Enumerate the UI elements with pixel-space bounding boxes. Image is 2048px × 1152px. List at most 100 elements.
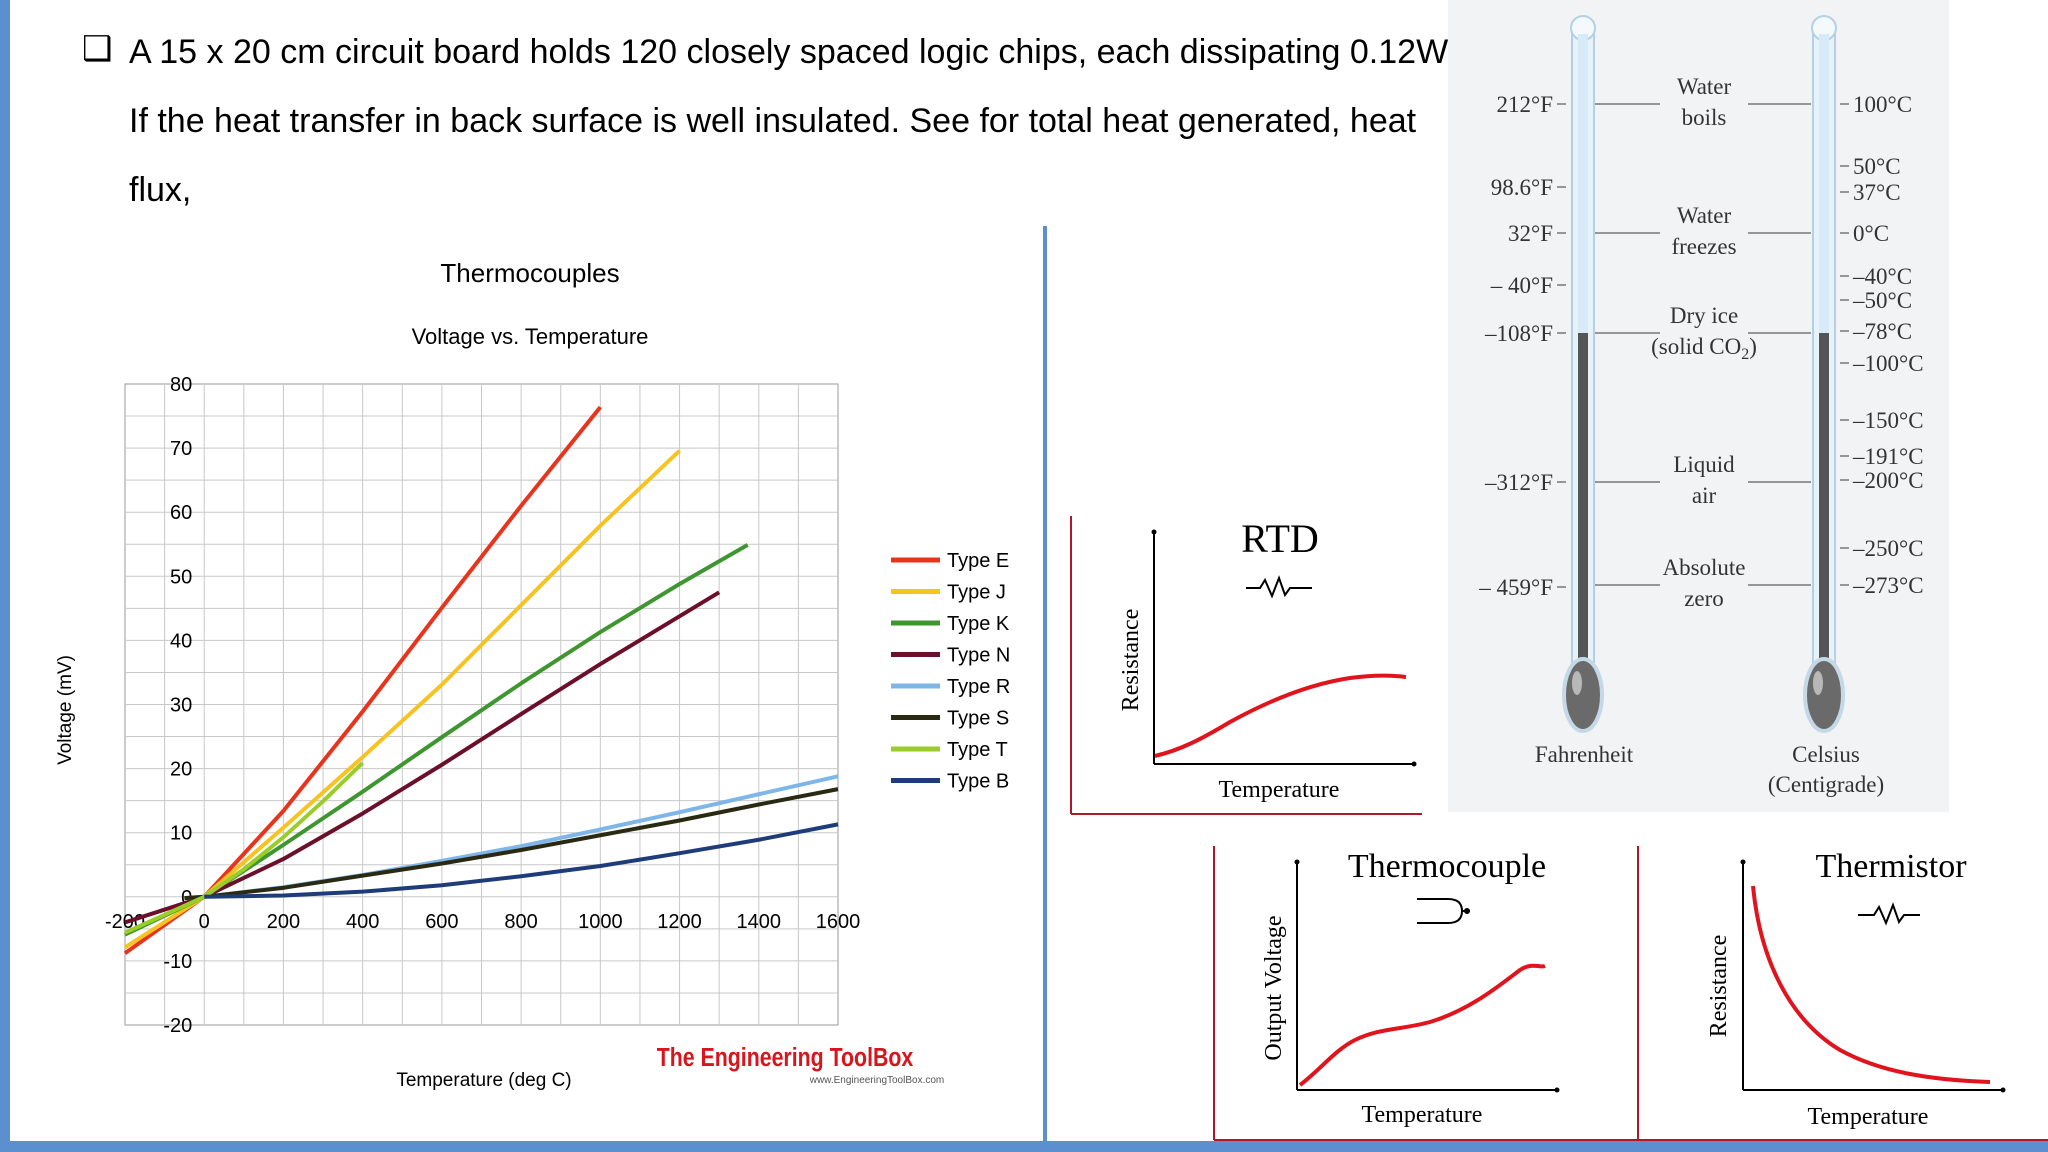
watermark-logo: The Engineering ToolBox — [657, 1043, 914, 1073]
fahrenheit-label: Fahrenheit — [1535, 742, 1634, 767]
chart-legend: Type E Type J Type K Type N Type R Type S Type… — [891, 550, 1010, 793]
chart-lines — [123, 405, 839, 955]
y-axis-label: Voltage (mV) — [55, 655, 76, 765]
resistor-symbol-icon — [1246, 575, 1312, 599]
fahrenheit-mark: 212°F — [1497, 92, 1554, 117]
legend-label: Type J — [947, 582, 1006, 604]
y-tick-label: 80 — [170, 374, 192, 396]
celsius-mark: 100°C — [1853, 92, 1912, 117]
legend-label: Type T — [947, 739, 1008, 761]
celsius-mark: –200°C — [1852, 468, 1924, 493]
celsius-mark: –50°C — [1852, 288, 1912, 313]
rtd-title: RTD — [1241, 516, 1319, 561]
problem-statement: ❑ A 15 x 20 cm circuit board holds 120 c… — [82, 18, 1456, 225]
y-tick-label: -20 — [163, 1015, 192, 1037]
left-accent-bar — [0, 0, 10, 1152]
fahrenheit-mark: –108°F — [1484, 321, 1553, 346]
celsius-mark: –191°C — [1852, 444, 1924, 469]
y-tick-label: 60 — [170, 502, 192, 524]
celsius-mark: –250°C — [1852, 536, 1924, 561]
x-tick-label: 1400 — [737, 911, 782, 933]
event-label-line2: freezes — [1671, 234, 1736, 259]
x-tick-label: 600 — [425, 911, 458, 933]
thermocouple-chart: Thermocouples Voltage vs. Temperature -2… — [55, 258, 1010, 1091]
chart-ticks: -200 0 200 400 600 800 1000 1200 1400 16008070605… — [105, 374, 860, 1037]
rtd-panel: RTD Resistance Temperature — [1070, 516, 1422, 815]
event-label-line1: Absolute — [1662, 555, 1745, 580]
thermistor-x-label: Temperature — [1808, 1104, 1929, 1130]
legend-label: Type K — [947, 613, 1010, 635]
series-line-type-s — [184, 787, 839, 901]
legend-label: Type E — [947, 550, 1009, 572]
celsius-thermometer — [1803, 15, 1845, 733]
series-line-type-b — [204, 822, 839, 899]
legend-label: Type N — [947, 645, 1010, 667]
y-tick-label: 10 — [170, 823, 192, 845]
celsius-mark: –150°C — [1852, 408, 1924, 433]
fahrenheit-mark: – 459°F — [1478, 575, 1553, 600]
x-tick-label: 1600 — [816, 911, 861, 933]
x-tick-label: 400 — [346, 911, 379, 933]
bottom-accent-bar — [0, 1141, 2048, 1152]
thermocouple-x-label: Temperature — [1362, 1102, 1483, 1128]
celsius-mark: –273°C — [1852, 573, 1924, 598]
celsius-mark: –78°C — [1852, 319, 1912, 344]
vertical-divider — [1043, 226, 1047, 1141]
event-label-line1: Water — [1677, 203, 1732, 228]
series-line-type-n — [124, 590, 721, 925]
centigrade-label: (Centigrade) — [1768, 772, 1884, 797]
fahrenheit-thermometer — [1562, 15, 1604, 733]
celsius-mark: –40°C — [1852, 264, 1912, 289]
event-label-line2: air — [1692, 483, 1717, 508]
thermometer-events: Water boils Water freezes Dry ice (solid CO2)… — [1595, 74, 1811, 611]
problem-line-2: If the heat transfer in back surface is … — [129, 102, 1417, 140]
event-label-line1: Dry ice — [1670, 303, 1738, 328]
y-tick-label: 20 — [170, 759, 192, 781]
thermometer-marks: 212°F 98.6°F 32°F – 40°F –108°F –312°F – 459°F… — [1478, 92, 1923, 600]
celsius-mark: 37°C — [1853, 180, 1901, 205]
problem-line-3: flux, — [129, 171, 192, 209]
y-tick-label: 50 — [170, 566, 192, 588]
series-line-type-t — [124, 761, 365, 935]
thermistor-panel: Thermistor Resistance Temperature — [1638, 848, 2048, 1141]
legend-label: Type S — [947, 708, 1009, 730]
chart-grid — [124, 383, 839, 1026]
thermistor-title: Thermistor — [1815, 848, 1967, 885]
chart-title: Thermocouples — [440, 258, 619, 288]
chart-subtitle: Voltage vs. Temperature — [412, 324, 649, 349]
x-tick-label: 800 — [504, 911, 537, 933]
rtd-curve — [1154, 673, 1407, 758]
x-tick-label: 0 — [199, 911, 210, 933]
rtd-x-label: Temperature — [1219, 777, 1340, 803]
celsius-label: Celsius — [1792, 742, 1860, 767]
event-label-line2: boils — [1682, 105, 1727, 130]
thermocouple-y-label: Output Voltage — [1261, 915, 1287, 1060]
fahrenheit-mark: –312°F — [1484, 470, 1553, 495]
checkbox-bullet-icon: ❑ — [82, 29, 113, 69]
y-tick-label: 40 — [170, 630, 192, 652]
x-axis-label: Temperature (deg C) — [396, 1070, 571, 1091]
celsius-mark: 0°C — [1853, 221, 1889, 246]
thermocouple-curve — [1298, 963, 1546, 1087]
thermocouple-panel: Thermocouple Output Voltage Temperature — [1213, 846, 1639, 1141]
y-tick-label: 30 — [170, 695, 192, 717]
thermistor-y-label: Resistance — [1706, 935, 1732, 1038]
celsius-mark: –100°C — [1852, 351, 1924, 376]
x-tick-label: 1000 — [578, 911, 623, 933]
y-tick-label: 70 — [170, 438, 192, 460]
thermistor-curve — [1751, 885, 1991, 1084]
thermometer-background — [1448, 0, 1949, 812]
fahrenheit-mark: 32°F — [1508, 221, 1553, 246]
thermocouple-title: Thermocouple — [1348, 848, 1546, 885]
event-label-line2: (solid CO2) — [1651, 334, 1757, 363]
legend-label: Type R — [947, 676, 1010, 698]
x-tick-label: 200 — [267, 911, 300, 933]
thermistor-symbol-icon — [1858, 902, 1920, 926]
fahrenheit-mark: – 40°F — [1490, 273, 1553, 298]
thermocouple-symbol-icon — [1417, 898, 1470, 924]
y-tick-label: -10 — [163, 951, 192, 973]
celsius-mark: 50°C — [1853, 154, 1901, 179]
event-label-line1: Liquid — [1673, 452, 1735, 477]
legend-label: Type B — [947, 771, 1009, 793]
